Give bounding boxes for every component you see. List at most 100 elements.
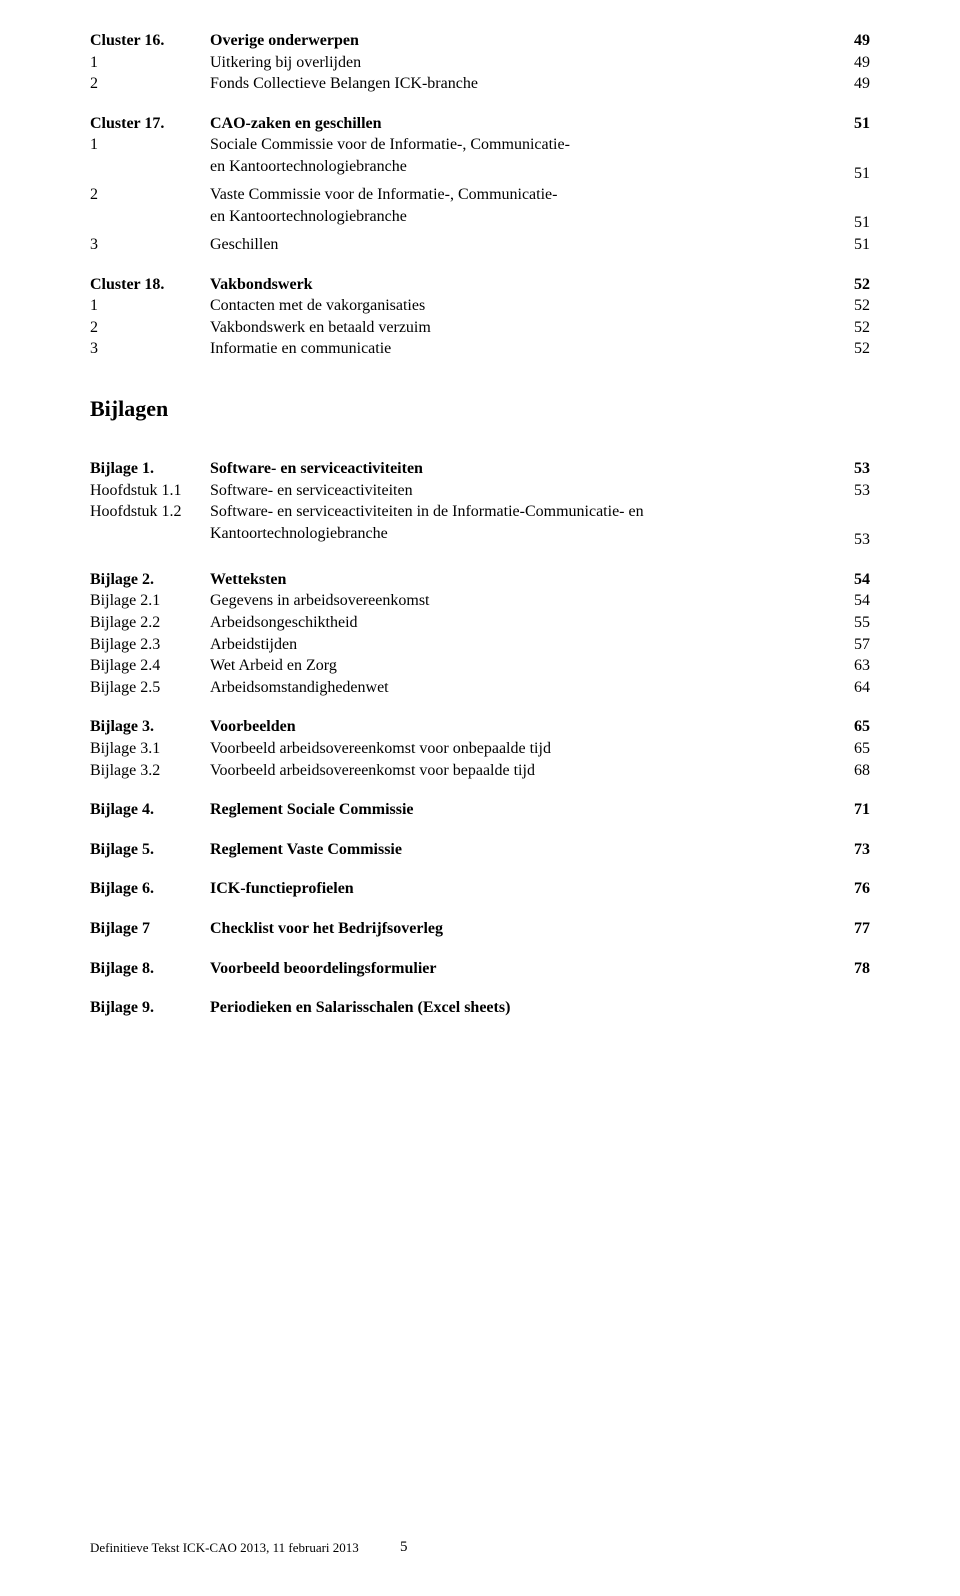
toc-line-page: 52: [854, 317, 870, 339]
toc-line-number: Cluster 16.: [90, 30, 210, 52]
toc-line-title: Software- en serviceactiviteiten: [210, 458, 423, 480]
toc-line-left: Cluster 17.CAO-zaken en geschillen: [90, 113, 382, 135]
section-gap: [90, 95, 870, 113]
toc-line-number: Bijlage 6.: [90, 878, 210, 900]
toc-line-number: Bijlage 2.3: [90, 634, 210, 656]
toc-item-line: Hoofdstuk 1.2Software- en serviceactivit…: [90, 501, 870, 523]
toc-heading-line: Bijlage 8.Voorbeeld beoordelingsformulie…: [90, 958, 870, 980]
toc-item-line: Bijlage 2.5Arbeidsomstandighedenwet64: [90, 677, 870, 699]
toc-line-title: en Kantoortechnologiebranche: [210, 156, 407, 178]
toc-line-title: Voorbeelden: [210, 716, 296, 738]
toc-line-title: Voorbeeld arbeidsovereenkomst voor bepaa…: [210, 760, 535, 782]
toc-line-number: Bijlage 2.4: [90, 655, 210, 677]
toc-line-number: Bijlage 2.1: [90, 590, 210, 612]
toc-line-number: Bijlage 3.1: [90, 738, 210, 760]
toc-line-title: Uitkering bij overlijden: [210, 52, 361, 74]
toc-line-number: Cluster 17.: [90, 113, 210, 135]
section-gap: [90, 1019, 870, 1037]
toc-line-page: 68: [854, 760, 870, 782]
toc-line-left: 1Uitkering bij overlijden: [90, 52, 361, 74]
toc-line-title: Reglement Vaste Commissie: [210, 839, 402, 861]
toc-line-number: Bijlage 2.: [90, 569, 210, 591]
toc-item-line: en Kantoortechnologiebranche51: [90, 206, 870, 234]
toc-line-page: 65: [854, 716, 870, 738]
toc-line-left: Kantoortechnologiebranche: [90, 523, 388, 545]
toc-line-page: 51: [854, 113, 870, 135]
section-gap: [90, 256, 870, 274]
toc-line-number: 3: [90, 234, 210, 256]
toc-item-line: 2Vakbondswerk en betaald verzuim 52: [90, 317, 870, 339]
toc-line-page: 77: [854, 918, 870, 940]
toc-line-number: Bijlage 4.: [90, 799, 210, 821]
page-footer: Definitieve Tekst ICK-CAO 2013, 11 febru…: [90, 1540, 870, 1556]
toc-item-line: 2Vaste Commissie voor de Informatie-, Co…: [90, 184, 870, 206]
toc-heading-line: Bijlage 5.Reglement Vaste Commissie73: [90, 839, 870, 861]
toc-line-left: Bijlage 6.ICK-functieprofielen: [90, 878, 354, 900]
toc-line-page: 51: [854, 163, 870, 185]
toc-line-title: Arbeidsomstandighedenwet: [210, 677, 389, 699]
toc-line-left: Bijlage 2.Wetteksten: [90, 569, 286, 591]
toc-line-number: 3: [90, 338, 210, 360]
toc-line-title: Fonds Collectieve Belangen ICK-branche: [210, 73, 478, 95]
toc-line-title: Periodieken en Salarisschalen (Excel she…: [210, 997, 510, 1019]
bijlagen-heading: Bijlagen: [90, 396, 870, 422]
toc-line-page: 55: [854, 612, 870, 634]
toc-line-page: 51: [854, 234, 870, 256]
toc-line-left: 1Contacten met de vakorganisaties: [90, 295, 425, 317]
toc-line-left: Bijlage 3.2Voorbeeld arbeidsovereenkomst…: [90, 760, 535, 782]
section-gap: [90, 900, 870, 918]
toc-item-line: 3Geschillen 51: [90, 234, 870, 256]
toc-line-number: Hoofdstuk 1.1: [90, 480, 210, 502]
toc-line-number: Bijlage 8.: [90, 958, 210, 980]
toc-heading-line: Bijlage 3.Voorbeelden 65: [90, 716, 870, 738]
toc-line-number: Bijlage 2.2: [90, 612, 210, 634]
footer-page-number: 5: [400, 1539, 408, 1556]
toc-heading-line: Cluster 16.Overige onderwerpen49: [90, 30, 870, 52]
toc-line-number: [90, 523, 210, 545]
toc-line-page: 52: [854, 295, 870, 317]
toc-line-title: Arbeidstijden: [210, 634, 297, 656]
section-gap: [90, 860, 870, 878]
toc-line-title: Vakbondswerk en betaald verzuim: [210, 317, 431, 339]
toc-line-number: Cluster 18.: [90, 274, 210, 296]
toc-line-title: Checklist voor het Bedrijfsoverleg: [210, 918, 443, 940]
toc-line-page: 63: [854, 655, 870, 677]
toc-line-left: 1Sociale Commissie voor de Informatie-, …: [90, 134, 570, 156]
toc-line-left: Bijlage 2.2Arbeidsongeschiktheid: [90, 612, 358, 634]
toc-line-number: 1: [90, 52, 210, 74]
toc-heading-line: Cluster 18.Vakbondswerk 52: [90, 274, 870, 296]
toc-line-left: 3Geschillen: [90, 234, 278, 256]
toc-line-page: 54: [854, 590, 870, 612]
footer-text: Definitieve Tekst ICK-CAO 2013, 11 febru…: [90, 1540, 359, 1555]
section-gap: [90, 551, 870, 569]
toc-line-number: [90, 206, 210, 228]
toc-line-title: Vaste Commissie voor de Informatie-, Com…: [210, 184, 557, 206]
toc-line-title: Wet Arbeid en Zorg: [210, 655, 337, 677]
toc-line-number: 2: [90, 73, 210, 95]
toc-line-left: Bijlage 3.1Voorbeeld arbeidsovereenkomst…: [90, 738, 551, 760]
toc-line-left: Cluster 16.Overige onderwerpen: [90, 30, 359, 52]
toc-line-left: Hoofdstuk 1.1Software- en serviceactivit…: [90, 480, 413, 502]
toc-line-left: Bijlage 5.Reglement Vaste Commissie: [90, 839, 402, 861]
toc-line-number: 1: [90, 295, 210, 317]
toc-line-title: Wetteksten: [210, 569, 286, 591]
toc-item-line: en Kantoortechnologiebranche 51: [90, 156, 870, 184]
toc-line-page: 65: [854, 738, 870, 760]
toc-line-number: Bijlage 7: [90, 918, 210, 940]
toc-line-page: 52: [854, 274, 870, 296]
toc-line-title: Informatie en communicatie: [210, 338, 391, 360]
toc-line-number: Bijlage 3.: [90, 716, 210, 738]
toc-line-number: Bijlage 3.2: [90, 760, 210, 782]
toc-line-title: Vakbondswerk: [210, 274, 313, 296]
toc-line-page: 54: [854, 569, 870, 591]
toc-line-number: 1: [90, 134, 210, 156]
toc-line-left: Hoofdstuk 1.2Software- en serviceactivit…: [90, 501, 644, 523]
toc-line-title: Contacten met de vakorganisaties: [210, 295, 425, 317]
toc-line-title: Overige onderwerpen: [210, 30, 359, 52]
toc-line-title: Arbeidsongeschiktheid: [210, 612, 358, 634]
toc-line-number: 2: [90, 317, 210, 339]
toc-line-title: CAO-zaken en geschillen: [210, 113, 382, 135]
toc-heading-line: Bijlage 4.Reglement Sociale Commissie71: [90, 799, 870, 821]
toc-line-page: 49: [854, 52, 870, 74]
toc-item-line: 1Sociale Commissie voor de Informatie-, …: [90, 134, 870, 156]
